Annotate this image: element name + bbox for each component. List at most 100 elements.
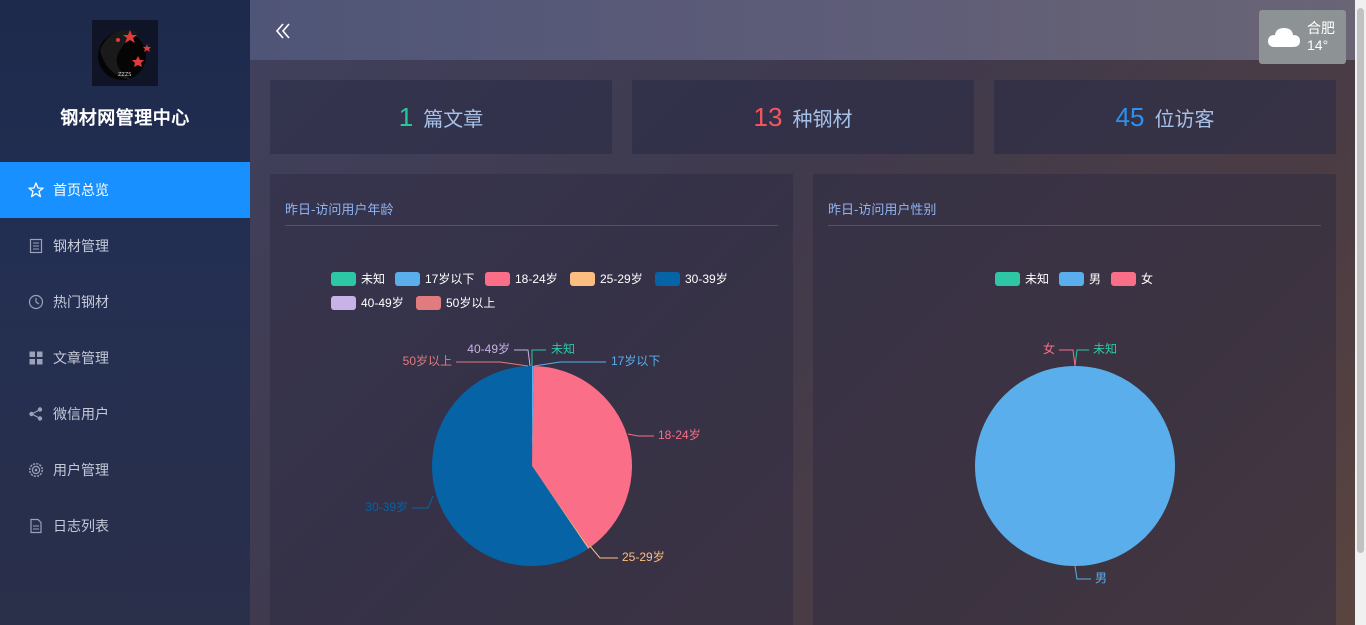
pie-slice[interactable] — [532, 466, 590, 549]
stat-label: 篇文章 — [423, 108, 484, 131]
legend-item[interactable]: 50岁以上 — [416, 294, 495, 311]
pie-label: 30-39岁 — [365, 499, 408, 514]
pie-label-line — [1074, 349, 1089, 367]
age-chart-panel: 昨日-访问用户年龄 未知 17岁以下 18-24岁 25-29岁 30-39岁 40-49… — [270, 174, 793, 625]
weather-temp: 14° — [1307, 37, 1329, 53]
legend-item[interactable]: 18-24岁 — [485, 270, 558, 287]
legend-label: 17岁以下 — [425, 272, 475, 286]
document-icon — [28, 238, 44, 254]
page-scrollbar[interactable] — [1355, 0, 1366, 625]
pie-label: 未知 — [1093, 342, 1117, 356]
star-icon — [28, 182, 44, 198]
grid-icon — [28, 350, 44, 366]
sidebar-item-label: 热门钢材 — [53, 294, 109, 310]
pie-label: 18-24岁 — [658, 427, 701, 442]
legend-swatch — [655, 271, 680, 286]
sidebar-item-label: 用户管理 — [53, 462, 109, 478]
sidebar-item-steel[interactable]: 钢材管理 — [0, 218, 250, 274]
sidebar-item-articles[interactable]: 文章管理 — [0, 330, 250, 386]
sidebar-item-hot-steel[interactable]: 热门钢材 — [0, 274, 250, 330]
svg-text:ZZZS: ZZZS — [118, 72, 131, 78]
gender-chart-panel: 昨日-访问用户性别 未知男女 未知男女 — [813, 174, 1336, 625]
sidebar-item-wechat-users[interactable]: 微信用户 — [0, 386, 250, 442]
gender-pie-chart: 未知男 女 — [975, 341, 1175, 585]
pie-label: 17岁以下 — [611, 353, 660, 368]
settings-icon — [28, 462, 44, 478]
panel-title: 昨日-访问用户年龄 — [285, 202, 394, 217]
pie-slice[interactable] — [532, 366, 534, 466]
legend-label: 女 — [1141, 272, 1154, 286]
legend-item[interactable]: 未知 — [995, 270, 1049, 287]
pie-label: 50岁以上 — [403, 353, 452, 368]
sidebar-item-user-management[interactable]: 用户管理 — [0, 442, 250, 498]
legend-swatch — [485, 271, 510, 286]
age-pie-chart: 未知 17岁以下 18-24岁 25-29岁 30-39岁 40-49岁 50岁以上 — [365, 341, 701, 566]
legend-label: 50岁以上 — [446, 296, 496, 310]
legend-label: 男 — [1089, 272, 1102, 286]
panel-title: 昨日-访问用户性别 — [828, 202, 937, 217]
legend-label: 40-49岁 — [361, 296, 404, 310]
sidebar-item-label: 文章管理 — [53, 350, 109, 366]
stat-card-visitors: 45 位访客 — [994, 80, 1336, 154]
legend-item[interactable]: 40-49岁 — [331, 294, 404, 311]
sidebar-item-logs[interactable]: 日志列表 — [0, 498, 250, 554]
pie-label-line — [412, 495, 434, 509]
app-title: 钢材网管理中心 — [60, 108, 190, 128]
pie-label: 40-49岁 — [467, 341, 510, 356]
pie-label-line — [533, 361, 606, 367]
legend-item[interactable]: 女 — [1111, 270, 1153, 287]
panel-divider — [828, 225, 1321, 226]
sidebar: ZZZS 钢材网管理中心 首页总览 钢材管理 热门钢材 文章管理 — [0, 0, 250, 625]
legend-swatch — [570, 271, 595, 286]
legend-label: 25-29岁 — [600, 272, 643, 286]
pie-slice[interactable] — [432, 366, 589, 566]
collapse-sidebar-icon[interactable] — [274, 20, 294, 42]
legend-item[interactable]: 男 — [1059, 270, 1101, 287]
sidebar-item-label: 首页总览 — [53, 182, 109, 198]
pie-label-line — [1074, 565, 1091, 580]
scrollbar-thumb[interactable] — [1357, 8, 1364, 553]
stat-label: 种钢材 — [792, 108, 853, 131]
legend-item[interactable]: 未知 — [331, 270, 385, 287]
cloud-icon — [1267, 25, 1301, 49]
weather-widget: 合肥 14° — [1259, 10, 1346, 64]
legend-swatch — [1111, 271, 1136, 286]
legend-swatch — [331, 295, 356, 310]
legend-swatch — [395, 271, 420, 286]
sidebar-item-label: 日志列表 — [53, 518, 109, 534]
file-icon — [28, 518, 44, 534]
legend-swatch — [1059, 271, 1084, 286]
legend-item[interactable]: 25-29岁 — [570, 270, 643, 287]
stat-value: 13 — [753, 101, 783, 132]
share-icon — [28, 406, 44, 422]
legend-item[interactable]: 17岁以下 — [395, 270, 474, 287]
stat-card-steel: 13 种钢材 — [632, 80, 974, 154]
legend-swatch — [331, 271, 356, 286]
legend-swatch — [995, 271, 1020, 286]
legend-label: 18-24岁 — [515, 272, 558, 286]
stat-value: 45 — [1115, 101, 1145, 132]
panel-divider — [285, 225, 778, 226]
logo: ZZZS — [92, 20, 158, 86]
pie-label-line — [531, 349, 546, 366]
stat-value: 1 — [398, 101, 414, 132]
pie-label: 女 — [1043, 341, 1055, 356]
weather-info: 合肥 14° — [1307, 20, 1335, 54]
pie-slice[interactable] — [975, 366, 1175, 566]
sidebar-menu: 首页总览 钢材管理 热门钢材 文章管理 微信用户 — [0, 162, 250, 554]
pie-slice[interactable] — [532, 366, 632, 548]
sidebar-item-label: 钢材管理 — [53, 238, 109, 254]
sidebar-item-overview[interactable]: 首页总览 — [0, 162, 250, 218]
pie-label-line — [1059, 349, 1076, 367]
sidebar-item-label: 微信用户 — [53, 406, 109, 422]
pie-label: 25-29岁 — [622, 549, 665, 564]
pie-label-line — [589, 545, 618, 559]
legend-item[interactable]: 30-39岁 — [655, 270, 728, 287]
pie-label-line — [456, 361, 529, 367]
pie-label-line — [627, 433, 654, 437]
clock-icon — [28, 294, 44, 310]
legend-label: 未知 — [361, 272, 386, 286]
legend-swatch — [416, 295, 441, 310]
legend-label: 30-39岁 — [685, 272, 728, 286]
pie-label: 男 — [1095, 571, 1107, 585]
